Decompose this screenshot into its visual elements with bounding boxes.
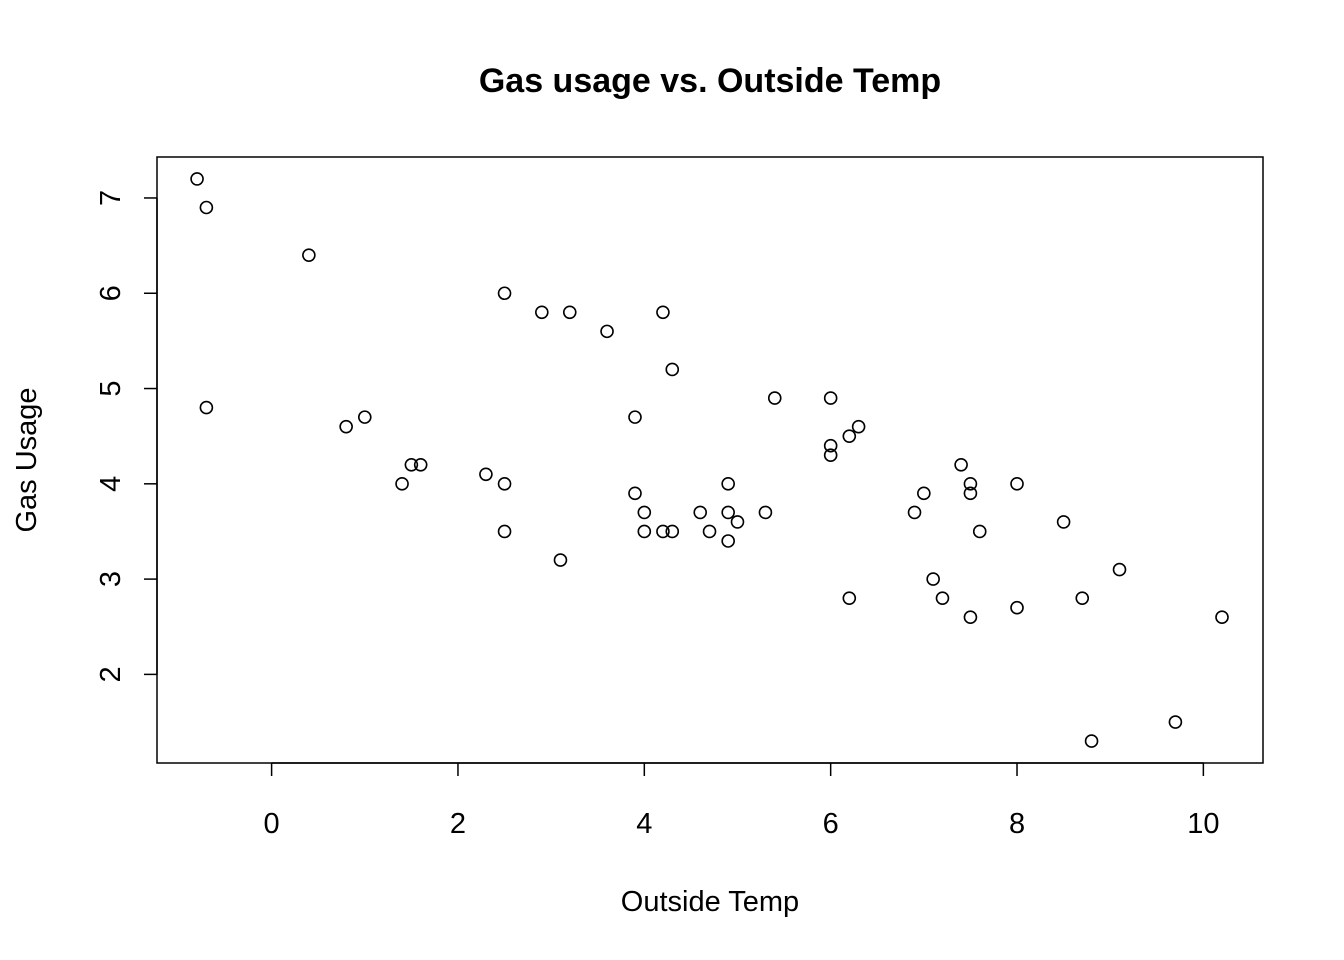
data-point — [954, 457, 968, 472]
data-point — [823, 448, 838, 463]
data-point — [972, 524, 987, 539]
data-point — [339, 419, 353, 434]
data-point — [702, 524, 717, 539]
y-tick-label: 7 — [95, 190, 127, 206]
data-point — [628, 486, 642, 501]
data-point — [600, 324, 614, 339]
data-point — [535, 305, 549, 320]
data-point — [730, 515, 745, 529]
data-points — [190, 172, 1229, 748]
data-point — [721, 477, 735, 491]
data-point — [721, 534, 735, 548]
data-point — [395, 477, 409, 491]
data-point — [190, 172, 204, 186]
data-point — [637, 505, 652, 520]
x-tick-label: 10 — [1187, 808, 1219, 840]
data-point — [497, 477, 512, 491]
data-point — [656, 305, 670, 320]
data-point — [1075, 591, 1090, 605]
x-axis: 0 2 4 6 8 10 — [264, 762, 1220, 840]
data-point — [935, 591, 950, 605]
y-axis: 2 3 4 5 6 7 — [95, 190, 158, 682]
data-point — [1010, 600, 1024, 615]
data-point — [842, 591, 857, 605]
data-point — [926, 572, 940, 586]
data-point — [302, 248, 316, 262]
data-point — [1010, 477, 1024, 491]
x-tick-label: 0 — [264, 808, 280, 840]
data-point — [842, 429, 857, 443]
x-axis-label: Outside Temp — [621, 886, 799, 918]
data-point — [1084, 734, 1099, 748]
y-tick-label: 4 — [95, 476, 127, 492]
data-point — [1112, 562, 1127, 577]
y-tick-label: 5 — [95, 380, 127, 396]
data-point — [758, 505, 773, 520]
y-tick-label: 3 — [95, 571, 127, 587]
data-point — [963, 486, 978, 501]
data-point — [767, 391, 782, 405]
data-point — [199, 400, 214, 415]
data-point — [656, 524, 670, 539]
data-point — [1168, 715, 1183, 729]
data-point — [963, 477, 978, 491]
data-point — [562, 305, 577, 320]
x-tick-label: 8 — [1009, 808, 1025, 840]
data-point — [497, 286, 512, 301]
data-point — [1056, 515, 1071, 529]
data-point — [413, 457, 428, 472]
y-axis-label: Gas Usage — [11, 387, 43, 532]
x-tick-label: 2 — [450, 808, 466, 840]
data-point — [1215, 610, 1229, 625]
data-point — [693, 505, 708, 520]
data-point — [823, 391, 838, 405]
data-point — [823, 438, 838, 453]
data-point — [907, 505, 922, 520]
data-point — [963, 610, 978, 625]
data-point — [497, 524, 512, 539]
data-point — [917, 486, 931, 501]
data-point — [721, 505, 735, 520]
data-point — [357, 410, 372, 424]
data-point — [637, 524, 652, 539]
data-point — [479, 467, 493, 482]
y-tick-label: 2 — [95, 666, 127, 682]
data-point — [404, 457, 419, 472]
chart-title: Gas usage vs. Outside Temp — [479, 62, 941, 100]
data-point — [665, 362, 680, 377]
data-point — [851, 419, 866, 434]
data-point — [553, 553, 568, 567]
data-point — [199, 200, 214, 215]
y-tick-label: 6 — [95, 285, 127, 301]
x-tick-label: 6 — [823, 808, 839, 840]
data-point — [628, 410, 642, 424]
x-tick-label: 4 — [636, 808, 652, 840]
data-point — [665, 524, 680, 539]
